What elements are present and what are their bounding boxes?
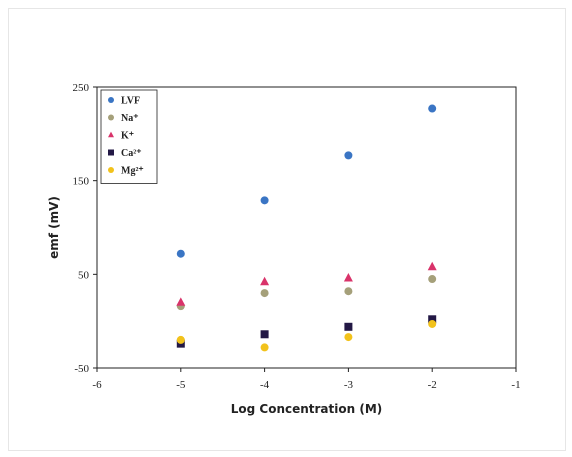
x-tick-label: -1 bbox=[511, 379, 520, 391]
x-tick-label: -3 bbox=[344, 379, 354, 391]
series-4-points bbox=[176, 319, 437, 352]
data-point bbox=[260, 196, 269, 205]
x-tick-label: -2 bbox=[428, 379, 437, 391]
data-point bbox=[428, 275, 437, 284]
data-points bbox=[176, 104, 437, 352]
y-tick-label: 50 bbox=[78, 269, 90, 281]
series-1-points bbox=[176, 275, 437, 311]
legend: LVF Na⁺ K⁺ Ca²⁺ Mg²⁺ bbox=[100, 89, 158, 184]
legend-marker bbox=[108, 149, 114, 156]
chart-frame bbox=[8, 8, 566, 451]
legend-marker bbox=[108, 131, 114, 138]
legend-label: Ca²⁺ bbox=[121, 148, 142, 159]
data-point bbox=[343, 273, 353, 282]
plot-area bbox=[96, 86, 517, 369]
legend-label: Na⁺ bbox=[121, 113, 139, 124]
x-axis-ticks: -6 -5 -4 -3 -2 -1 bbox=[92, 368, 521, 391]
y-tick-label: 150 bbox=[73, 176, 90, 188]
x-tick-label: -4 bbox=[260, 379, 270, 391]
series-0-points bbox=[176, 104, 437, 258]
data-point bbox=[428, 104, 437, 113]
data-point bbox=[260, 276, 270, 286]
data-point bbox=[176, 249, 185, 258]
data-point bbox=[344, 322, 353, 331]
data-point bbox=[176, 297, 186, 306]
legend-marker bbox=[108, 97, 114, 103]
data-point bbox=[427, 261, 437, 271]
data-point bbox=[176, 335, 185, 344]
x-axis-title: Log Concentration (M) bbox=[231, 402, 383, 416]
legend-label: Mg²⁺ bbox=[121, 166, 144, 177]
data-point bbox=[344, 287, 353, 296]
data-point bbox=[260, 330, 269, 339]
data-point bbox=[260, 289, 269, 298]
data-point bbox=[428, 315, 437, 324]
legend-marker bbox=[108, 167, 114, 173]
legend-marker bbox=[108, 114, 114, 121]
series-3-points bbox=[176, 315, 437, 348]
data-point bbox=[428, 319, 437, 328]
legend-label: K⁺ bbox=[121, 131, 134, 142]
x-tick-label: -6 bbox=[92, 379, 102, 391]
y-tick-label: 250 bbox=[73, 82, 90, 94]
x-tick-label: -5 bbox=[176, 379, 186, 391]
series-2-points bbox=[176, 261, 437, 306]
y-tick-label: -50 bbox=[74, 363, 89, 375]
legend-label: LVF bbox=[121, 96, 140, 107]
y-axis-ticks: -50 50 150 250 bbox=[73, 82, 97, 375]
data-point bbox=[344, 333, 353, 342]
data-point bbox=[260, 343, 269, 352]
data-point bbox=[344, 151, 353, 160]
y-axis-title: emf (mV) bbox=[47, 196, 61, 259]
